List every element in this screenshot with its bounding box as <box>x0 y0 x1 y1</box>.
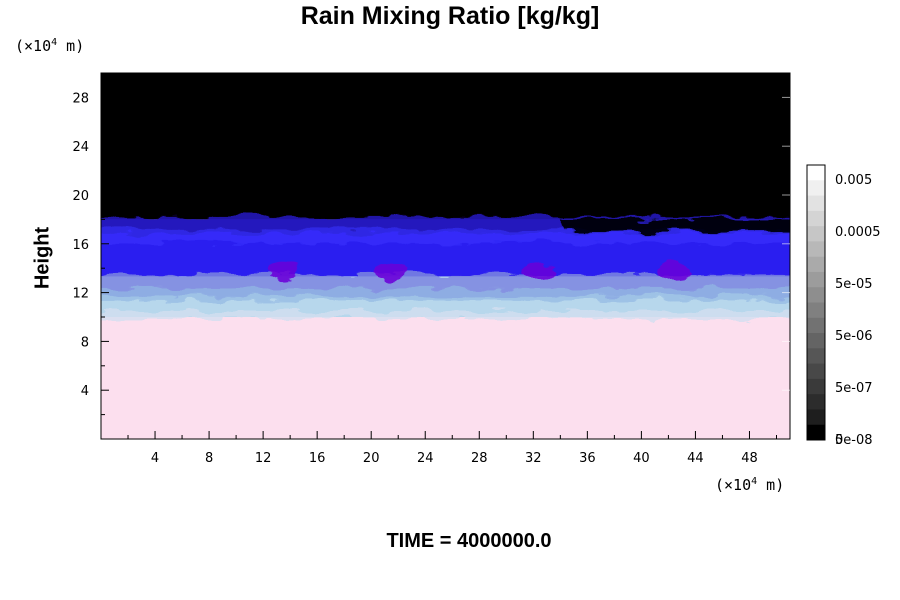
colorbar-swatch <box>807 271 825 288</box>
colorbar-swatch <box>807 180 825 197</box>
colorbar-frame <box>806 164 826 441</box>
texture-bright <box>101 229 790 244</box>
colorbar-label: 5e-06 <box>835 329 873 344</box>
y-tick-label: 28 <box>72 91 89 106</box>
colorbar-swatch <box>807 317 825 334</box>
colorbar-swatch <box>807 210 825 227</box>
x-tick-label: 24 <box>417 451 434 466</box>
y-tick-label: 16 <box>72 238 89 253</box>
x-tick-label: 44 <box>687 451 704 466</box>
colorbar-label: 5e-07 <box>835 381 873 396</box>
x-tick-label: 28 <box>471 451 488 466</box>
colorbar-swatch <box>807 226 825 242</box>
colorbar: 0.005 0.0005 5e-05 5e-06 5e-07 5e-080 <box>806 164 881 448</box>
x-tick-label: 16 <box>309 451 326 466</box>
x-tick-label: 8 <box>205 451 213 466</box>
colorbar-swatch <box>807 256 825 273</box>
chart-title: Rain Mixing Ratio [kg/kg] <box>300 2 600 30</box>
time-label: TIME = 4000000.0 <box>386 530 552 552</box>
colorbar-swatch <box>807 363 825 380</box>
x-tick-label: 36 <box>579 451 596 466</box>
colorbar-label: 0 <box>835 433 843 448</box>
colorbar-swatch <box>807 348 825 365</box>
texture-sky <box>101 288 790 301</box>
colorbar-swatch <box>807 378 825 395</box>
purple-cell <box>267 261 300 280</box>
x-tick-label: 4 <box>151 451 159 466</box>
y-tick-label: 20 <box>72 189 89 204</box>
colorbar-label: 5e-08 <box>835 433 873 448</box>
colorbar-swatch <box>807 424 825 441</box>
field-texture <box>101 217 790 319</box>
x-tick-label: 48 <box>741 451 758 466</box>
plot-area <box>101 73 790 439</box>
colorbar-label: 0.0005 <box>835 225 881 240</box>
purple-cell <box>375 261 408 280</box>
y-axis-unit: (×104 m) <box>15 37 85 55</box>
colorbar-label: 0.005 <box>835 173 872 188</box>
x-tick-label: 40 <box>633 451 650 466</box>
x-tick-label: 32 <box>525 451 542 466</box>
purple-cell <box>659 261 692 280</box>
y-tick-label: 12 <box>72 287 89 302</box>
colorbar-swatch <box>807 287 825 303</box>
x-axis-unit: (×104 m) <box>715 476 785 494</box>
y-tick-label: 24 <box>72 140 89 155</box>
colorbar-label: 5e-05 <box>835 277 873 292</box>
y-tick-label: 8 <box>81 335 89 350</box>
colorbar-swatch <box>807 195 825 212</box>
purple-cell <box>524 261 557 280</box>
texture-dip <box>560 219 790 232</box>
field-band-upper <box>101 73 790 220</box>
colorbar-swatch <box>807 394 825 410</box>
x-tick-label: 20 <box>363 451 380 466</box>
texture-fade <box>101 311 790 319</box>
colorbar-swatch <box>807 302 825 319</box>
colorbar-swatch <box>807 409 825 426</box>
colorbar-swatch <box>807 241 825 258</box>
plot-frame <box>100 72 791 440</box>
x-tick-label: 12 <box>255 451 272 466</box>
field-band-lower <box>101 317 790 439</box>
colorbar-swatch <box>807 165 825 181</box>
y-tick-label: 4 <box>81 384 89 399</box>
colorbar-swatch <box>807 333 825 349</box>
